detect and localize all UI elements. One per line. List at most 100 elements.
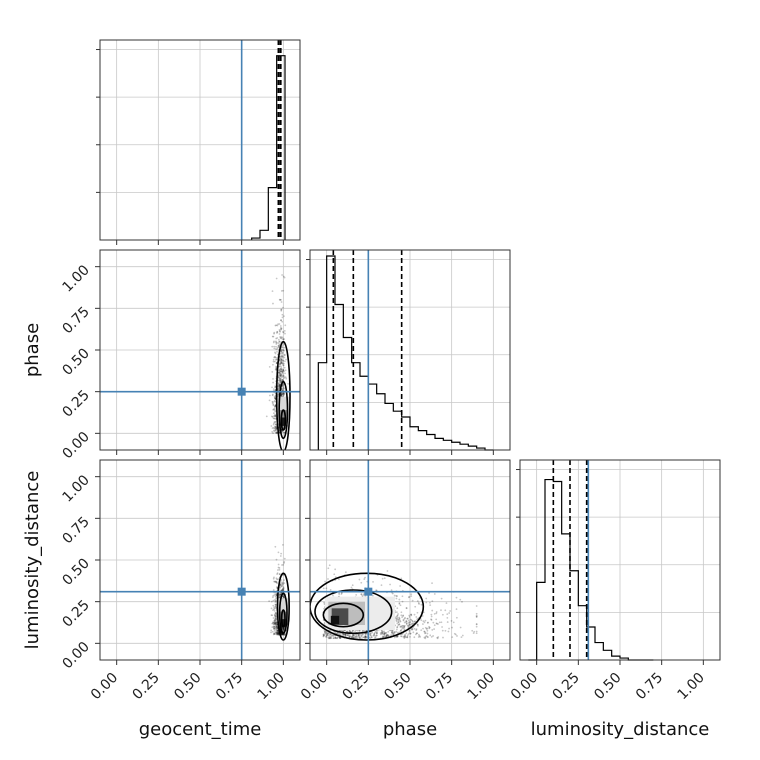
sample-point	[357, 634, 360, 637]
sample-point	[338, 636, 341, 639]
sample-point	[371, 631, 374, 634]
sample-point	[273, 626, 275, 629]
sample-point	[275, 324, 278, 327]
sample-point	[272, 623, 275, 626]
sample-point	[359, 629, 361, 632]
sample-point	[277, 633, 280, 636]
sample-point	[414, 633, 417, 636]
x-axis-label-phase: phase	[383, 719, 437, 740]
sample-point	[282, 331, 285, 334]
sample-point	[338, 593, 341, 595]
y-tick-label: 0.50	[59, 556, 92, 589]
sample-point	[275, 337, 278, 340]
density-block	[279, 611, 288, 625]
sample-point	[283, 629, 285, 631]
sample-point	[352, 634, 354, 637]
sample-point	[280, 308, 283, 311]
sample-point	[280, 552, 283, 555]
sample-point	[273, 425, 276, 428]
sample-point	[398, 618, 401, 621]
sample-point	[399, 619, 401, 622]
contour-line	[275, 340, 291, 450]
sample-point	[280, 394, 283, 397]
x-tick-label: 1.00	[255, 670, 288, 703]
sample-point	[277, 569, 279, 571]
sample-point	[328, 564, 331, 567]
sample-point	[407, 619, 410, 622]
sample-point	[410, 628, 413, 631]
sample-point	[454, 633, 457, 636]
sample-point	[281, 378, 284, 381]
sample-point	[278, 340, 281, 343]
sample-point	[279, 355, 282, 358]
sample-point	[282, 379, 284, 382]
sample-point	[353, 633, 356, 636]
sample-point	[280, 369, 283, 371]
sample-point	[348, 635, 351, 638]
sample-point	[273, 347, 276, 350]
sample-point	[282, 359, 285, 362]
y-tick-label: 0.25	[59, 597, 92, 630]
sample-point	[276, 582, 278, 585]
sample-point	[380, 631, 383, 634]
sample-point	[282, 594, 285, 597]
sample-point	[280, 350, 283, 353]
sample-point	[280, 589, 283, 591]
sample-point	[283, 360, 286, 363]
sample-point	[404, 634, 406, 636]
sample-point	[446, 621, 449, 623]
sample-point	[401, 616, 404, 619]
sample-point	[409, 623, 412, 626]
sample-point	[284, 324, 287, 327]
sample-point	[364, 635, 367, 638]
sample-point	[278, 359, 281, 362]
sample-point	[275, 604, 277, 606]
sample-point	[271, 630, 274, 633]
sample-point	[395, 619, 398, 622]
sample-point	[275, 595, 278, 597]
sample-point	[277, 631, 280, 634]
sample-point	[356, 635, 358, 638]
sample-point	[273, 629, 276, 632]
density-block	[280, 417, 286, 426]
sample-point	[342, 633, 345, 636]
sample-point	[442, 636, 444, 639]
sample-point	[385, 633, 388, 636]
sample-point	[282, 595, 285, 598]
sample-point	[274, 404, 277, 407]
sample-point	[385, 631, 388, 634]
sample-point	[355, 593, 358, 596]
sample-point	[280, 350, 283, 352]
sample-point	[271, 622, 274, 625]
sample-point	[275, 632, 278, 634]
sample-point	[281, 362, 284, 365]
sample-point	[408, 623, 411, 626]
sample-point	[275, 629, 278, 631]
y-tick-label: 0.00	[59, 639, 92, 672]
sample-point	[278, 375, 281, 378]
contour-line	[322, 602, 365, 628]
sample-point	[274, 406, 276, 408]
sample-point	[448, 612, 451, 614]
sample-point	[275, 581, 278, 584]
sample-point	[272, 625, 275, 628]
sample-point	[276, 347, 279, 349]
sample-point	[275, 615, 277, 618]
sample-point	[280, 359, 283, 362]
sample-point	[282, 389, 285, 392]
sample-point	[428, 626, 431, 629]
sample-point	[426, 621, 429, 624]
sample-point	[275, 356, 277, 359]
contour-line	[310, 572, 425, 641]
sample-point	[416, 611, 419, 614]
sample-point	[278, 592, 281, 595]
sample-point	[277, 382, 280, 384]
sample-point	[275, 432, 278, 435]
sample-point	[278, 369, 281, 372]
sample-point	[279, 363, 282, 366]
sample-point	[334, 576, 337, 579]
sample-point	[396, 622, 399, 625]
sample-point	[361, 633, 364, 636]
sample-point	[282, 392, 285, 395]
sample-point	[280, 394, 283, 397]
